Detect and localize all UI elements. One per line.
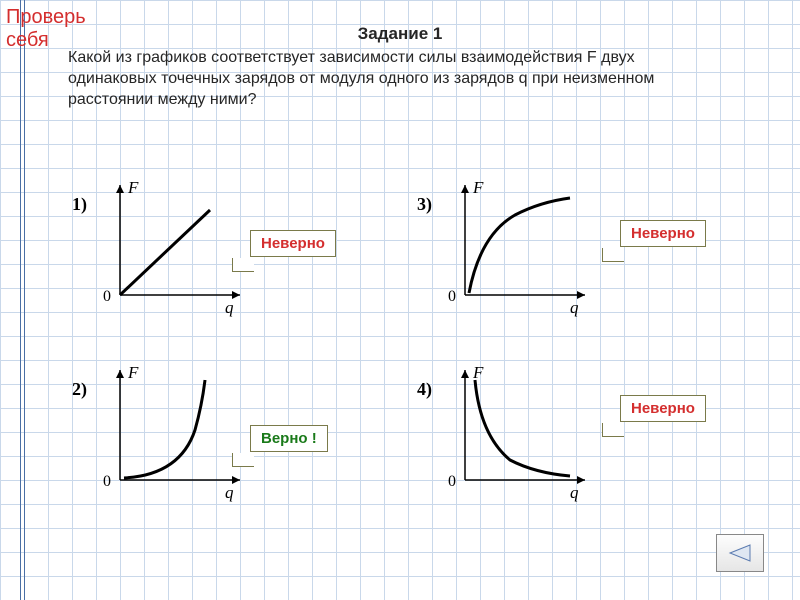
graph-4-svg [445,365,595,495]
graph-2: 2) F q 0 [100,365,250,495]
graph-1-svg [100,180,250,310]
callout-incorrect[interactable]: Неверно [250,230,336,257]
callout-tail [232,453,254,467]
axis-x-label: q [570,483,579,503]
back-button[interactable] [716,534,764,572]
triangle-left-icon [726,543,754,563]
callout-tail [602,423,624,437]
graph-number: 3) [417,194,432,215]
axis-origin: 0 [448,288,456,306]
graph-3: 3) F q 0 [445,180,595,310]
callout-incorrect[interactable]: Неверно [620,395,706,422]
callout-text: Неверно [631,225,695,242]
graph-number: 1) [72,194,87,215]
axis-origin: 0 [448,473,456,491]
callout-incorrect[interactable]: Неверно [620,220,706,247]
axis-y-label: F [128,363,138,383]
graph-1: 1) F q 0 [100,180,250,310]
callout-text: Неверно [261,235,325,252]
callout-text: Неверно [631,400,695,417]
axis-origin: 0 [103,288,111,306]
graph-2-svg [100,365,250,495]
axis-y-label: F [473,178,483,198]
axis-x-label: q [570,298,579,318]
callout-tail [602,248,624,262]
callout-text: Верно ! [261,430,317,447]
task-title: Задание 1 [0,24,800,44]
graph-number: 2) [72,379,87,400]
graph-4: 4) F q 0 [445,365,595,495]
callout-correct[interactable]: Верно ! [250,425,328,452]
graph-3-svg [445,180,595,310]
axis-x-label: q [225,483,234,503]
callout-tail [232,258,254,272]
graph-number: 4) [417,379,432,400]
axis-origin: 0 [103,473,111,491]
question-text: Какой из графиков соответствует зависимо… [68,48,708,110]
axis-y-label: F [473,363,483,383]
axis-x-label: q [225,298,234,318]
slide-content: Проверь себя Задание 1 Какой из графиков… [0,0,800,600]
axis-y-label: F [128,178,138,198]
